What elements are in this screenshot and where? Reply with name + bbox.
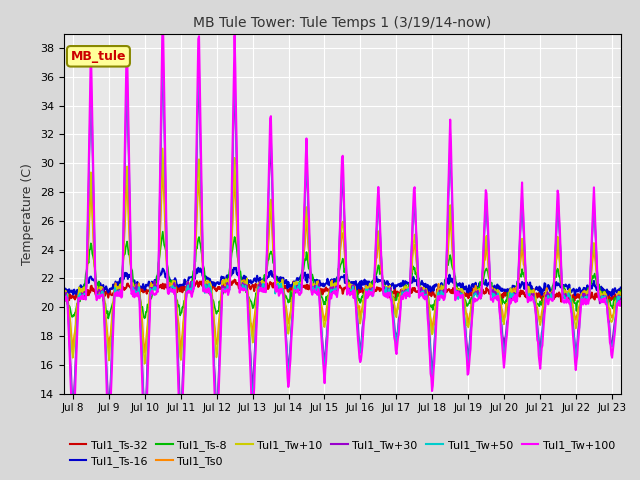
Text: MB_tule: MB_tule [70, 50, 126, 63]
Title: MB Tule Tower: Tule Temps 1 (3/19/14-now): MB Tule Tower: Tule Temps 1 (3/19/14-now… [193, 16, 492, 30]
Y-axis label: Temperature (C): Temperature (C) [22, 163, 35, 264]
Legend: Tul1_Ts-32, Tul1_Ts-16, Tul1_Ts-8, Tul1_Ts0, Tul1_Tw+10, Tul1_Tw+30, Tul1_Tw+50,: Tul1_Ts-32, Tul1_Ts-16, Tul1_Ts-8, Tul1_… [65, 435, 620, 471]
